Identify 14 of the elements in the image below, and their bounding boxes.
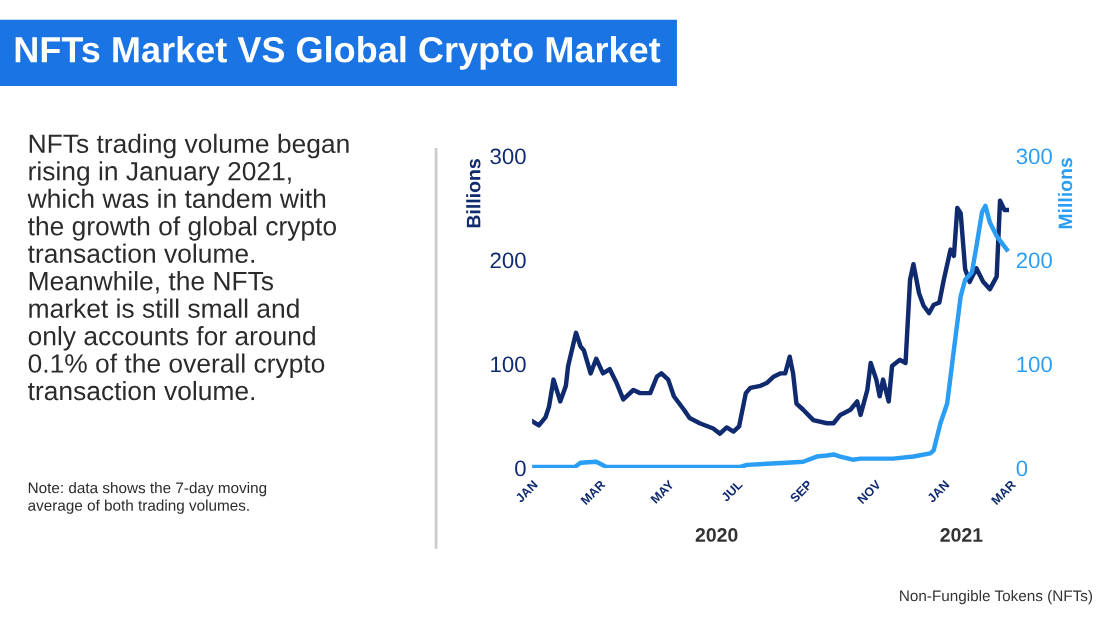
chart-title: NFTs Market VS Global Crypto Market — [15, 36, 661, 70]
y2-tick-label: 0 — [1016, 460, 1028, 477]
y2-axis-title: Millions — [1057, 158, 1073, 229]
y-tick-label: 300 — [490, 148, 526, 165]
text: 2021 — [940, 528, 983, 542]
y-axis-title: Billions — [466, 159, 481, 228]
y2-tick-label: 100 — [1017, 356, 1052, 373]
y-tick-label: 100 — [491, 356, 526, 373]
y2-tick-label: 300 — [1016, 148, 1052, 165]
text: 2020 — [695, 528, 738, 542]
y2-tick-label: 200 — [1016, 252, 1052, 269]
y-tick-label: 0 — [515, 460, 526, 477]
text: NFTs trading volume began rising in January 2021, which was in tandem with the growth of global crypto transaction volume. Meanwhile, the NFTs market is still small and only accounts for around 0.1% of the overall crypto transaction volume. — [27, 133, 349, 401]
y-tick-label: 200 — [490, 252, 526, 269]
